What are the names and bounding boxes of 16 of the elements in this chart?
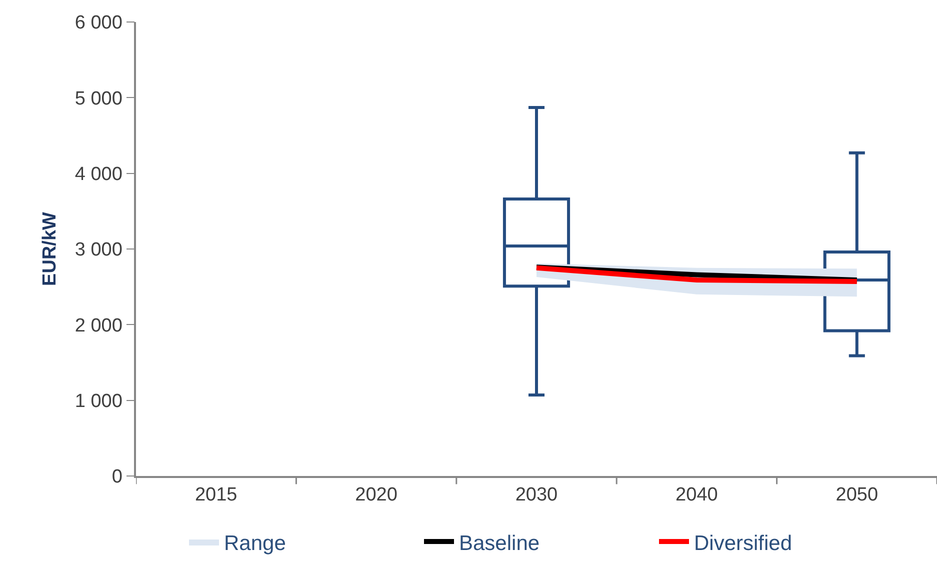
y-tick-label: 2 000 [74, 315, 122, 336]
y-tick-label: 5 000 [74, 88, 122, 110]
y-tick-label: 0 [112, 466, 122, 488]
legend-label: Range [224, 532, 286, 555]
y-tick-label: 1 000 [74, 390, 122, 412]
y-axis-title: EUR/kW [39, 212, 60, 286]
x-tick-label: 2020 [355, 484, 398, 506]
legend-label: Diversified [694, 532, 792, 555]
x-tick-label: 2050 [836, 484, 878, 506]
y-tick-label: 4 000 [74, 164, 122, 185]
y-tick-label: 3 000 [74, 240, 122, 261]
legend-label: Baseline [459, 532, 540, 555]
x-tick-label: 2015 [194, 484, 238, 506]
x-tick-label: 2040 [676, 484, 718, 506]
x-tick-label: 2030 [515, 484, 558, 506]
y-tick-label: 6 000 [74, 12, 122, 34]
